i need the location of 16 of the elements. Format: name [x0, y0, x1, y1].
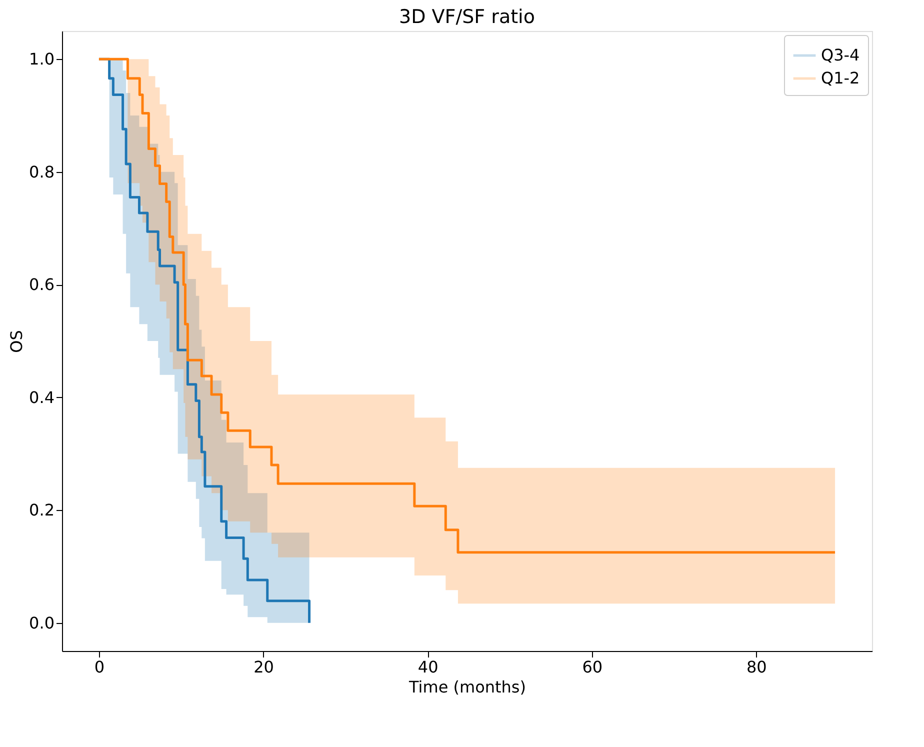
y-tick-label: 0.0 [29, 613, 54, 632]
y-tick-label: 0.4 [29, 388, 54, 407]
legend-label: Q3-4 [821, 46, 860, 64]
chart-title: 3D VF/SF ratio [399, 6, 535, 28]
x-tick-label: 20 [254, 658, 274, 676]
y-tick-label: 0.6 [29, 275, 54, 294]
x-tick-label: 40 [418, 658, 438, 676]
y-tick-label: 0.2 [29, 500, 54, 520]
x-tick-label: 0 [94, 658, 105, 676]
y-tick-label: 1.0 [29, 50, 54, 69]
x-axis-title: Time (months) [408, 678, 526, 696]
x-tick-label: 60 [582, 658, 603, 676]
y-tick-label: 0.8 [29, 162, 54, 182]
y-axis-title: OS [7, 330, 26, 353]
x-tick-label: 80 [746, 658, 767, 676]
legend-label: Q1-2 [821, 68, 860, 88]
